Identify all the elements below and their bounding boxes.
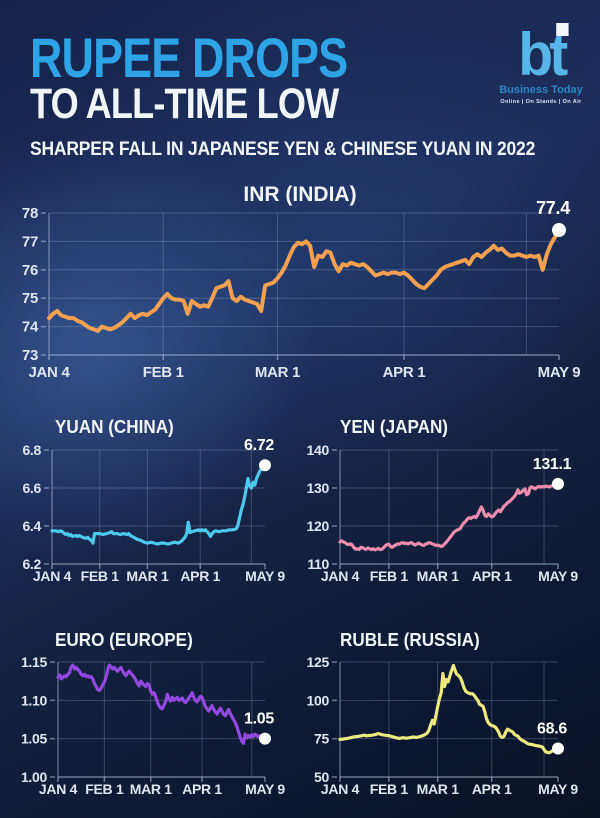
ruble-y-tick-label: 75 (314, 731, 329, 747)
euro-y-tick-label: 1.15 (21, 654, 48, 670)
inr-y-tick-label: 76 (22, 262, 38, 279)
ruble-x-tick-label: APR 1 (472, 781, 512, 797)
chart-title-yuan: YUAN (CHINA) (55, 417, 174, 437)
euro-x-tick-label: MAR 1 (130, 781, 173, 797)
ruble-y-tick-label: 125 (307, 654, 330, 670)
yen-y-tick-label: 140 (307, 442, 330, 458)
yen-series-line (338, 482, 560, 552)
ruble-end-label: 68.6 (537, 720, 567, 737)
yen-y-tick-label: 120 (307, 518, 330, 534)
headline-primary: RUPEE DROPS (30, 26, 348, 89)
inr-end-label: 77.4 (536, 198, 570, 218)
yen-x-tick-label: JAN 4 (321, 568, 360, 584)
euro-series-line (56, 663, 267, 745)
inr-y-tick-label: 73 (22, 347, 38, 364)
inr-x-tick-label: FEB 1 (143, 364, 184, 381)
yuan-x-tick-label: MAR 1 (126, 568, 169, 584)
yuan-y-tick-label: 6.8 (22, 442, 41, 458)
inr-series-line (47, 228, 561, 333)
ruble-x-tick-label: MAR 1 (417, 781, 460, 797)
yen-x-tick-label: MAY 9 (538, 568, 578, 584)
yen-y-tick-label: 110 (307, 556, 329, 572)
chart-title-yen: YEN (JAPAN) (340, 417, 449, 437)
yuan-x-tick-label: JAN 4 (33, 568, 72, 584)
euro-x-tick-label: APR 1 (182, 781, 222, 797)
yen-x-tick-label: APR 1 (472, 568, 512, 584)
ruble-x-tick-label: FEB 1 (370, 781, 409, 797)
bt-logo: bt Business Today Online | On Stands | O… (498, 23, 584, 105)
euro-y-tick-label: 1.10 (21, 692, 48, 708)
euro-y-tick-label: 1.05 (21, 731, 48, 747)
chart-title-ruble: RUBLE (RUSSIA) (340, 630, 480, 650)
euro-y-tick-label: 1.00 (21, 769, 48, 785)
euro-end-label: 1.05 (244, 711, 274, 728)
euro-x-tick-label: MAY 9 (245, 781, 285, 797)
yuan-x-tick-label: FEB 1 (81, 568, 120, 584)
yen-end-dot (552, 477, 564, 490)
inr-y-tick-label: 75 (22, 290, 38, 307)
logo-name: Business Today (499, 84, 583, 96)
yuan-end-dot (259, 459, 271, 472)
inr-x-tick-label: MAY 9 (538, 364, 581, 381)
yen-end-label: 131.1 (533, 456, 572, 473)
inr-x-tick-label: APR 1 (383, 364, 426, 381)
logo-mark: bt (518, 23, 568, 85)
yen-x-tick-label: MAR 1 (417, 568, 460, 584)
inr-y-tick-label: 78 (22, 205, 38, 222)
logo-tagline: Online | On Stands | On Air (500, 99, 582, 105)
yen-x-tick-label: FEB 1 (370, 568, 409, 584)
ruble-y-tick-label: 100 (307, 692, 330, 708)
chart-title-euro: EURO (EUROPE) (55, 630, 193, 650)
ruble-end-dot (552, 742, 564, 755)
headline-secondary: TO ALL-TIME LOW (30, 80, 339, 128)
inr-x-tick-label: MAR 1 (255, 364, 300, 381)
yuan-end-label: 6.72 (244, 437, 274, 454)
euro-end-dot (259, 732, 271, 745)
yuan-y-tick-label: 6.4 (22, 518, 41, 534)
inr-end-dot (552, 223, 566, 238)
logo-notch-icon (555, 23, 568, 36)
yuan-x-tick-label: APR 1 (180, 568, 220, 584)
inr-y-tick-label: 77 (22, 233, 38, 250)
ruble-series-line (338, 663, 560, 755)
yuan-y-tick-label: 6.2 (22, 556, 41, 572)
ruble-x-tick-label: MAY 9 (538, 781, 578, 797)
inr-x-tick-label: JAN 4 (28, 364, 70, 381)
yen-y-tick-label: 130 (307, 480, 330, 496)
yuan-series-line (50, 463, 267, 546)
ruble-y-tick-label: 50 (314, 769, 329, 785)
ruble-x-tick-label: JAN 4 (321, 781, 360, 797)
euro-x-tick-label: FEB 1 (85, 781, 124, 797)
chart-title-inr: INR (INDIA) (243, 183, 357, 206)
subtitle: SHARPER FALL IN JAPANESE YEN & CHINESE Y… (30, 139, 536, 160)
yuan-x-tick-label: MAY 9 (245, 568, 285, 584)
euro-x-tick-label: JAN 4 (39, 781, 78, 797)
inr-y-tick-label: 74 (22, 319, 39, 336)
yuan-y-tick-label: 6.6 (22, 480, 41, 496)
